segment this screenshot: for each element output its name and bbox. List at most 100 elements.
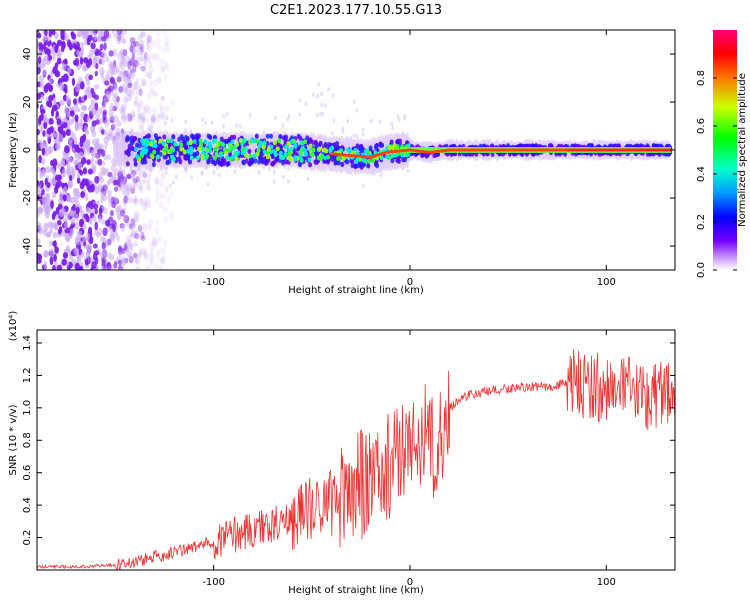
band-hotspot — [347, 148, 352, 154]
noise-blob — [130, 187, 135, 194]
band-hotspot — [387, 145, 392, 151]
band-hotspot — [155, 154, 160, 160]
noise-blob — [52, 265, 56, 270]
noise-blob — [104, 140, 108, 150]
noise-blob — [369, 118, 373, 124]
noise-blob — [111, 63, 116, 70]
noise-blob — [129, 68, 134, 74]
band-hotspot — [284, 144, 289, 150]
noise-blob — [225, 111, 229, 117]
noise-blob — [146, 53, 150, 62]
noise-blob — [127, 252, 134, 260]
noise-blob — [124, 86, 128, 96]
noise-blob — [161, 47, 167, 54]
noise-blob — [143, 252, 149, 261]
noise-blob — [129, 45, 134, 53]
band-hotspot — [230, 139, 235, 145]
noise-blob — [93, 84, 100, 90]
noise-blob — [149, 80, 153, 87]
noise-blob — [124, 59, 128, 68]
band-core — [308, 162, 313, 168]
noise-blob — [137, 116, 142, 124]
noise-blob — [118, 86, 124, 93]
noise-blob — [64, 221, 68, 230]
noise-blob — [103, 237, 107, 244]
noise-blob — [123, 242, 128, 251]
noise-blob — [139, 170, 143, 179]
noise-blob — [159, 113, 164, 120]
noise-blob — [152, 238, 158, 247]
noise-blob — [112, 105, 118, 112]
band-core — [254, 133, 259, 139]
band-core — [177, 155, 182, 162]
noise-blob — [142, 106, 147, 114]
noise-blob — [120, 258, 126, 267]
noise-blob — [72, 247, 79, 256]
noise-blob — [107, 194, 113, 202]
noise-blob — [46, 100, 51, 107]
noise-blob — [91, 167, 96, 175]
noise-blob — [391, 125, 394, 131]
noise-blob — [52, 66, 58, 75]
noise-blob — [126, 182, 132, 192]
band-hotspot — [277, 138, 282, 144]
noise-blob — [90, 87, 95, 94]
noise-blob — [138, 248, 143, 257]
noise-blob — [139, 187, 144, 194]
noise-blob — [43, 116, 49, 123]
noise-blob — [145, 41, 150, 50]
band-core — [374, 145, 379, 151]
noise-blob — [170, 118, 174, 123]
band-hotspot — [238, 138, 243, 143]
spectrogram-ylabel: Frequency (Hz) — [8, 112, 19, 188]
noise-blob — [144, 71, 149, 78]
band-core — [226, 160, 231, 167]
noise-blob — [99, 176, 105, 184]
noise-blob — [147, 168, 153, 176]
band-hotspot — [307, 157, 312, 163]
noise-blob — [115, 204, 120, 214]
noise-blob — [139, 44, 144, 50]
spectrogram-panel: -100 0 100 -40 -20 0 20 40 Height of straight … — [8, 29, 676, 296]
band-hotspot — [323, 155, 328, 161]
noise-blob — [108, 85, 114, 92]
noise-blob — [164, 61, 168, 68]
band-hotspot — [275, 146, 280, 152]
noise-blob — [154, 53, 160, 62]
noise-blob — [67, 138, 74, 144]
band-hotspot — [235, 142, 240, 148]
noise-blob — [137, 84, 142, 91]
noise-blob — [120, 224, 125, 233]
noise-blob — [136, 254, 141, 260]
noise-blob — [130, 60, 134, 68]
noise-blob — [119, 209, 125, 217]
noise-blob — [76, 230, 83, 237]
noise-blob — [235, 123, 239, 128]
noise-blob — [48, 30, 53, 38]
noise-blob — [87, 168, 93, 175]
noise-blob — [146, 173, 151, 183]
noise-blob — [128, 72, 134, 78]
noise-blob — [131, 71, 136, 80]
noise-blob — [125, 94, 132, 102]
spectrogram-xlabel: Height of straight line (km) — [288, 285, 424, 296]
band-core — [215, 158, 220, 165]
noise-blob — [121, 114, 126, 121]
noise-blob — [121, 266, 126, 270]
noise-blob — [166, 196, 171, 204]
noise-blob — [56, 220, 62, 226]
noise-blob — [67, 196, 73, 203]
noise-blob — [91, 260, 97, 269]
snr-y-tick-label: 0.2 — [22, 530, 33, 546]
noise-blob — [165, 185, 169, 194]
band-core — [220, 158, 225, 164]
noise-blob — [135, 169, 141, 175]
colorbar-tick-label: 0.2 — [696, 214, 707, 230]
band-hotspot — [302, 148, 307, 153]
noise-blob — [43, 121, 48, 130]
noise-blob — [132, 81, 138, 91]
noise-blob — [37, 128, 41, 136]
noise-blob — [58, 226, 63, 233]
band-hotspot — [281, 155, 286, 161]
noise-blob — [72, 188, 79, 196]
